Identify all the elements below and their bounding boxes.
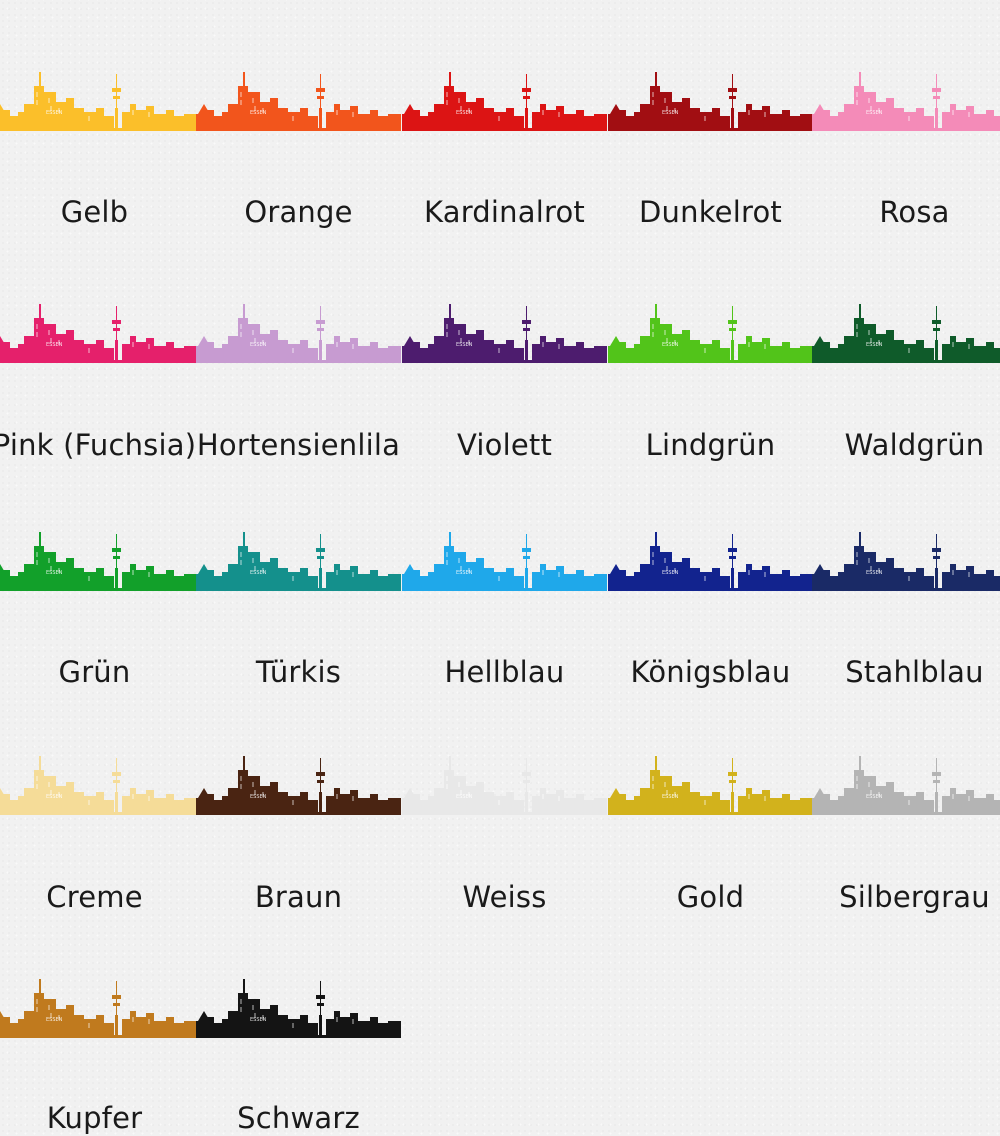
skyline-silhouette: ESSEN	[402, 532, 607, 591]
skyline-city-label: ESSEN	[662, 794, 679, 800]
skyline-silhouette: ESSEN	[402, 72, 607, 131]
color-swatch[interactable]: ESSEN Weiss	[402, 752, 607, 914]
skyline-city-label: ESSEN	[456, 570, 473, 576]
skyline-city-label: ESSEN	[250, 110, 267, 116]
swatch-color-name: Königsblau	[630, 655, 791, 689]
skyline-silhouette: ESSEN	[0, 532, 197, 591]
swatch-color-name: Rosa	[879, 195, 950, 229]
swatch-color-name: Waldgrün	[844, 428, 985, 462]
skyline-silhouette: ESSEN	[196, 979, 401, 1038]
swatch-color-name: Gold	[676, 880, 745, 914]
swatch-color-name: Dunkelrot	[639, 195, 782, 229]
skyline-city-label: ESSEN	[866, 794, 883, 800]
skyline-city-label: ESSEN	[250, 1017, 267, 1023]
skyline-silhouette: ESSEN	[402, 304, 607, 363]
skyline-silhouette: ESSEN	[608, 756, 813, 815]
color-swatch[interactable]: ESSEN Hellblau	[402, 528, 607, 689]
color-swatch[interactable]: ESSEN Rosa	[812, 68, 1000, 229]
color-swatch[interactable]: ESSEN Gold	[608, 752, 813, 914]
swatch-color-name: Kardinalrot	[424, 195, 585, 229]
swatch-color-name: Schwarz	[237, 1101, 360, 1135]
swatch-color-name: Hortensienlila	[196, 428, 401, 462]
swatch-color-name: Violett	[456, 428, 553, 462]
skyline-city-label: ESSEN	[662, 110, 679, 116]
color-swatch[interactable]: ESSEN Waldgrün	[812, 300, 1000, 462]
swatch-color-name: Pink (Fuchsia)	[0, 428, 197, 462]
color-swatch[interactable]: ESSEN Silbergrau	[812, 752, 1000, 914]
skyline-city-label: ESSEN	[46, 794, 63, 800]
skyline-city-label: ESSEN	[46, 1017, 63, 1023]
color-swatch[interactable]: ESSEN Stahlblau	[812, 528, 1000, 689]
swatch-color-name: Gelb	[60, 195, 129, 229]
color-swatch[interactable]: ESSEN Braun	[196, 752, 401, 914]
skyline-silhouette: ESSEN	[0, 979, 197, 1038]
skyline-city-label: ESSEN	[46, 342, 63, 348]
skyline-city-label: ESSEN	[250, 794, 267, 800]
swatch-color-name: Silbergrau	[839, 880, 990, 914]
color-swatch[interactable]: ESSEN Schwarz	[196, 975, 401, 1135]
skyline-silhouette: ESSEN	[196, 532, 401, 591]
skyline-city-label: ESSEN	[250, 570, 267, 576]
color-swatch[interactable]: ESSEN Königsblau	[608, 528, 813, 689]
skyline-city-label: ESSEN	[662, 570, 679, 576]
swatch-color-name: Braun	[254, 880, 343, 914]
color-swatch[interactable]: ESSEN Orange	[196, 68, 401, 229]
skyline-silhouette: ESSEN	[0, 72, 197, 131]
color-swatch[interactable]: ESSEN Pink (Fuchsia)	[0, 300, 197, 462]
skyline-city-label: ESSEN	[46, 110, 63, 116]
swatch-color-name: Orange	[244, 195, 353, 229]
color-swatch[interactable]: ESSEN Dunkelrot	[608, 68, 813, 229]
color-swatch[interactable]: ESSEN Creme	[0, 752, 197, 914]
swatch-color-name: Hellblau	[444, 655, 565, 689]
skyline-silhouette: ESSEN	[812, 304, 1000, 363]
swatch-color-name: Weiss	[462, 880, 547, 914]
swatch-color-name: Stahlblau	[845, 655, 984, 689]
skyline-city-label: ESSEN	[46, 570, 63, 576]
skyline-silhouette: ESSEN	[196, 756, 401, 815]
swatch-color-name: Lindgrün	[645, 428, 776, 462]
skyline-city-label: ESSEN	[866, 110, 883, 116]
skyline-silhouette: ESSEN	[402, 756, 607, 815]
skyline-silhouette: ESSEN	[0, 756, 197, 815]
skyline-silhouette: ESSEN	[608, 304, 813, 363]
skyline-city-label: ESSEN	[456, 794, 473, 800]
color-swatch[interactable]: ESSEN Gelb	[0, 68, 197, 229]
skyline-silhouette: ESSEN	[812, 532, 1000, 591]
skyline-silhouette: ESSEN	[196, 72, 401, 131]
skyline-silhouette: ESSEN	[608, 72, 813, 131]
color-swatch[interactable]: ESSEN Hortensienlila	[196, 300, 401, 462]
swatch-color-name: Grün	[58, 655, 131, 689]
skyline-silhouette: ESSEN	[196, 304, 401, 363]
swatch-color-name: Creme	[46, 880, 143, 914]
color-swatch[interactable]: ESSEN Kupfer	[0, 975, 197, 1135]
skyline-silhouette: ESSEN	[608, 532, 813, 591]
color-swatch[interactable]: ESSEN Violett	[402, 300, 607, 462]
swatch-color-name: Kupfer	[46, 1101, 143, 1135]
swatch-color-name: Türkis	[255, 655, 342, 689]
color-swatch[interactable]: ESSEN Lindgrün	[608, 300, 813, 462]
skyline-silhouette: ESSEN	[812, 756, 1000, 815]
color-swatch[interactable]: ESSEN Türkis	[196, 528, 401, 689]
color-swatch[interactable]: ESSEN Grün	[0, 528, 197, 689]
skyline-city-label: ESSEN	[662, 342, 679, 348]
skyline-city-label: ESSEN	[250, 342, 267, 348]
skyline-silhouette: ESSEN	[0, 304, 197, 363]
skyline-city-label: ESSEN	[866, 570, 883, 576]
skyline-city-label: ESSEN	[866, 342, 883, 348]
skyline-silhouette: ESSEN	[812, 72, 1000, 131]
skyline-city-label: ESSEN	[456, 110, 473, 116]
skyline-city-label: ESSEN	[456, 342, 473, 348]
color-swatch[interactable]: ESSEN Kardinalrot	[402, 68, 607, 229]
